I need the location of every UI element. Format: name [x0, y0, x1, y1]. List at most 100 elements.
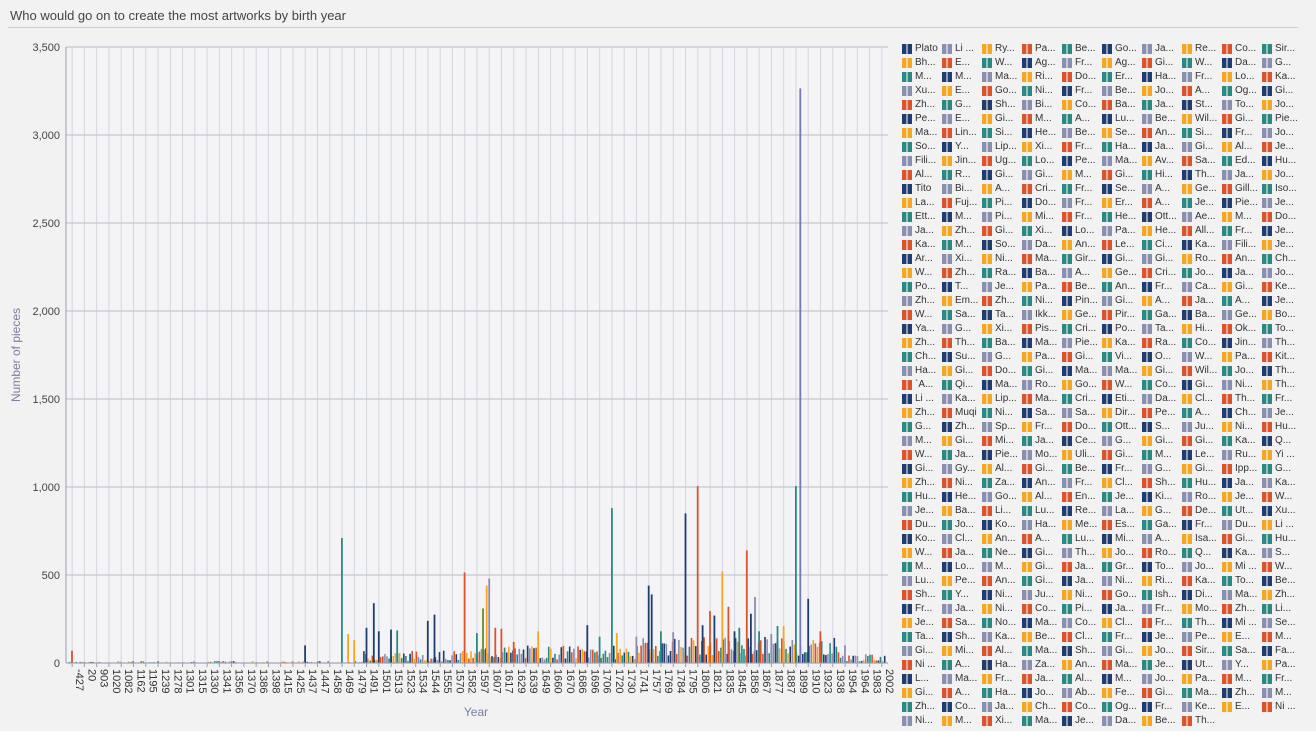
legend-item[interactable]: Du...	[902, 518, 942, 532]
legend-item[interactable]: Co...	[1182, 336, 1222, 350]
legend-item[interactable]: Sa...	[1062, 406, 1102, 420]
legend-item[interactable]: Wil...	[1182, 112, 1222, 126]
legend-item[interactable]: Sir...	[1262, 42, 1302, 56]
legend-item[interactable]: Li...	[982, 504, 1022, 518]
legend-item[interactable]: Fr...	[1062, 210, 1102, 224]
legend-item[interactable]: Ha...	[982, 658, 1022, 672]
legend-item[interactable]: Es...	[1102, 518, 1142, 532]
legend-item[interactable]: Jin...	[942, 154, 982, 168]
legend-item[interactable]: Fr...	[1262, 672, 1302, 686]
legend-item[interactable]: Jo...	[1222, 364, 1262, 378]
legend-item[interactable]: Og...	[1102, 700, 1142, 714]
legend-item[interactable]: Fr...	[1062, 140, 1102, 154]
legend-item[interactable]: Me...	[1062, 518, 1102, 532]
legend-item[interactable]: Be...	[1022, 630, 1062, 644]
legend-item[interactable]: Ke...	[1182, 700, 1222, 714]
legend-item[interactable]: Iso...	[1262, 182, 1302, 196]
legend-item[interactable]: Ni...	[982, 406, 1022, 420]
legend-item[interactable]: Mi...	[1022, 210, 1062, 224]
legend-item[interactable]: Th...	[1222, 392, 1262, 406]
legend-item[interactable]: Zh...	[902, 700, 942, 714]
legend-item[interactable]: Mo...	[1022, 448, 1062, 462]
legend-item[interactable]: Fr...	[1022, 420, 1062, 434]
legend-item[interactable]: Co...	[942, 700, 982, 714]
legend-item[interactable]: Za...	[982, 476, 1022, 490]
legend-item[interactable]: Ja...	[1062, 560, 1102, 574]
legend-item[interactable]: Jo...	[1262, 168, 1302, 182]
legend-item[interactable]: He...	[1142, 224, 1182, 238]
legend-item[interactable]: Ma...	[902, 126, 942, 140]
legend-item[interactable]: Mo...	[1182, 602, 1222, 616]
legend-item[interactable]: Fr...	[1062, 196, 1102, 210]
legend-item[interactable]: Sa...	[1022, 406, 1062, 420]
legend-item[interactable]: Mi...	[1102, 532, 1142, 546]
legend-item[interactable]: Gr...	[1102, 560, 1142, 574]
legend-item[interactable]: Ma...	[1022, 714, 1062, 728]
legend-item[interactable]: Gi...	[902, 686, 942, 700]
legend-item[interactable]: Gi...	[902, 462, 942, 476]
legend-item[interactable]: Ae...	[1182, 210, 1222, 224]
legend-item[interactable]: Lu...	[1102, 112, 1142, 126]
legend-item[interactable]: Ha...	[1102, 140, 1142, 154]
legend-item[interactable]: Ja...	[902, 224, 942, 238]
legend-item[interactable]: Gi...	[982, 168, 1022, 182]
legend-item[interactable]: La...	[902, 196, 942, 210]
legend-item[interactable]: Jo...	[1102, 546, 1142, 560]
legend-item[interactable]: Ni...	[942, 476, 982, 490]
legend-item[interactable]: Ce...	[1062, 434, 1102, 448]
legend-item[interactable]: Ja...	[1142, 98, 1182, 112]
legend-item[interactable]: W...	[1262, 560, 1302, 574]
legend-item[interactable]: Ott...	[1102, 420, 1142, 434]
legend-item[interactable]: Fr...	[1062, 56, 1102, 70]
legend-item[interactable]: Ni...	[982, 588, 1022, 602]
legend-item[interactable]: Q...	[1182, 546, 1222, 560]
legend-item[interactable]: Sh...	[1142, 476, 1182, 490]
legend-item[interactable]: Gi...	[1102, 252, 1142, 266]
legend-item[interactable]: Plato	[902, 42, 942, 56]
legend-item[interactable]: Cl...	[1102, 476, 1142, 490]
legend-item[interactable]: Y...	[1222, 658, 1262, 672]
legend-item[interactable]: Ni...	[1222, 420, 1262, 434]
legend-item[interactable]: Fr...	[1222, 224, 1262, 238]
legend-item[interactable]: Pa...	[1102, 224, 1142, 238]
legend-item[interactable]: Al...	[1222, 140, 1262, 154]
legend-item[interactable]: M...	[902, 560, 942, 574]
legend-item[interactable]: A...	[1022, 532, 1062, 546]
legend-item[interactable]: Hi...	[1182, 322, 1222, 336]
legend-item[interactable]: G...	[1102, 434, 1142, 448]
legend-item[interactable]: Se...	[1262, 616, 1302, 630]
legend-item[interactable]: Cri...	[1062, 322, 1102, 336]
legend-item[interactable]: Fr...	[1102, 630, 1142, 644]
legend-item[interactable]: Gi...	[1142, 686, 1182, 700]
legend-item[interactable]: Ka...	[1182, 574, 1222, 588]
legend-item[interactable]: Xu...	[902, 84, 942, 98]
legend-item[interactable]: Be...	[1062, 462, 1102, 476]
legend-item[interactable]: Ja...	[1142, 140, 1182, 154]
legend-item[interactable]: Cri...	[1142, 266, 1182, 280]
legend-item[interactable]: Th...	[1182, 616, 1222, 630]
legend-item[interactable]: A...	[1222, 294, 1262, 308]
legend-item[interactable]: M...	[902, 434, 942, 448]
legend-item[interactable]: En...	[1062, 490, 1102, 504]
legend-item[interactable]: Er...	[1102, 196, 1142, 210]
legend-item[interactable]: Ma...	[1062, 364, 1102, 378]
legend-item[interactable]: Ry...	[982, 42, 1022, 56]
legend-item[interactable]: Muqi	[942, 406, 982, 420]
legend-item[interactable]: O...	[1142, 350, 1182, 364]
legend-item[interactable]: Je...	[1262, 140, 1302, 154]
legend-item[interactable]: Ba...	[1182, 308, 1222, 322]
legend-item[interactable]: Zh...	[942, 266, 982, 280]
legend-item[interactable]: Fr...	[1142, 602, 1182, 616]
legend-item[interactable]: No...	[982, 616, 1022, 630]
legend-item[interactable]: Pe...	[942, 574, 982, 588]
legend-item[interactable]: Je...	[902, 616, 942, 630]
legend-item[interactable]: M...	[902, 70, 942, 84]
legend-item[interactable]: Ne...	[982, 546, 1022, 560]
legend-item[interactable]: Ish...	[1142, 588, 1182, 602]
legend-item[interactable]: Cl...	[1102, 616, 1142, 630]
legend-item[interactable]: Ma...	[1022, 616, 1062, 630]
legend-item[interactable]: Lu...	[902, 574, 942, 588]
legend-item[interactable]: Cl...	[1182, 392, 1222, 406]
legend-item[interactable]: Th...	[942, 336, 982, 350]
legend-item[interactable]: Ch...	[1262, 252, 1302, 266]
